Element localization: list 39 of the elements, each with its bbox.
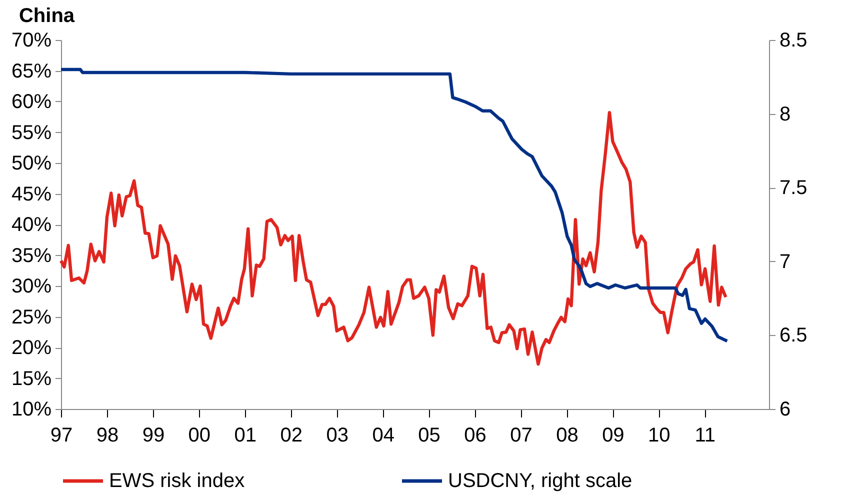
y-tick-label: 45%: [11, 183, 52, 206]
y2-tick-label: 7.5: [780, 177, 808, 200]
x-tick-label: 05: [418, 424, 440, 446]
y2-tick-label: 6: [780, 398, 791, 420]
y-tick-label: 60%: [11, 91, 52, 113]
x-tick-label: 04: [372, 424, 394, 446]
chart-title: China: [18, 5, 76, 27]
line-series: [59, 110, 728, 366]
y2-tick-label: 8.5: [780, 30, 808, 52]
x-tick-label: 01: [234, 424, 257, 446]
y-tick-label: 20%: [11, 337, 52, 359]
y2-tick-label: 8: [780, 103, 791, 126]
y-tick-label: 35%: [11, 244, 52, 267]
x-tick-label: 06: [464, 424, 486, 446]
y-tick-label: 15%: [11, 368, 52, 390]
x-tick-label: 09: [602, 424, 624, 446]
x-tick-label: 10: [648, 424, 670, 446]
x-tick-label: 99: [142, 424, 165, 446]
y-tick-label: 10%: [11, 398, 52, 420]
x-tick-label: 07: [510, 424, 532, 446]
y-tick-label: 40%: [11, 214, 52, 236]
legend-label: USDCNY, right scale: [448, 470, 632, 492]
x-tick-label: 02: [280, 424, 302, 446]
line-series: [59, 68, 729, 343]
y-tick-label: 30%: [11, 276, 52, 298]
x-tick-label: 97: [50, 424, 73, 446]
legend-label: EWS risk index: [109, 470, 245, 492]
x-tick-label: 08: [556, 424, 578, 446]
y-tick-label: 50%: [11, 152, 52, 174]
x-tick-label: 00: [188, 424, 211, 446]
x-tick-label: 11: [694, 424, 716, 446]
y2-tick-label: 6.5: [780, 324, 808, 347]
x-tick-label: 98: [96, 424, 119, 446]
y2-tick-label: 7: [780, 250, 791, 273]
x-tick-label: 03: [326, 424, 348, 446]
y-tick-label: 70%: [11, 30, 52, 52]
y-tick-label: 55%: [11, 122, 52, 144]
y-tick-label: 65%: [11, 60, 52, 82]
y-tick-label: 25%: [11, 306, 52, 328]
